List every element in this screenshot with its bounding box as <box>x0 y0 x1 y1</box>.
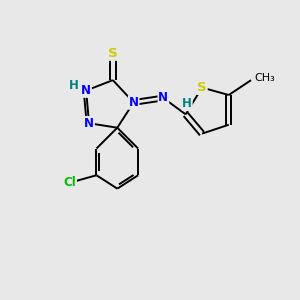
Text: N: N <box>81 84 91 97</box>
Text: H: H <box>69 79 79 92</box>
Text: Cl: Cl <box>63 176 76 189</box>
Text: N: N <box>158 92 168 104</box>
Text: H: H <box>182 98 192 110</box>
Text: CH₃: CH₃ <box>255 73 275 83</box>
Text: N: N <box>129 96 139 109</box>
Text: S: S <box>197 81 207 94</box>
Text: N: N <box>84 117 94 130</box>
Text: S: S <box>108 47 118 60</box>
